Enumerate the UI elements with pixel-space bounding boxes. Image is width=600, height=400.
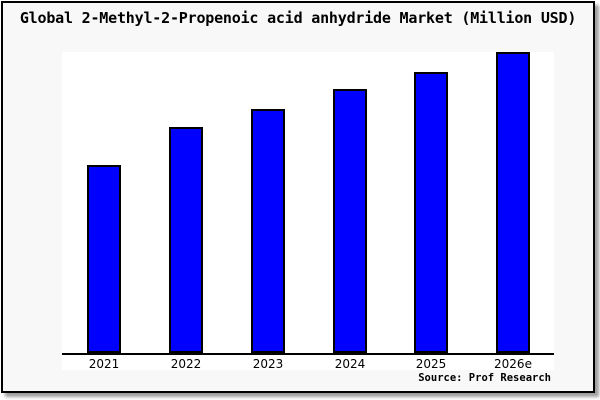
x-axis-line (62, 353, 554, 355)
x-tick-label-2024: 2024 (334, 357, 366, 371)
bar-2022 (169, 127, 203, 353)
bar-2021 (87, 165, 121, 353)
x-tick-label-2026e: 2026e (494, 357, 532, 371)
chart-frame: Global 2-Methyl-2-Propenoic acid anhydri… (1, 1, 595, 393)
bar-2023 (251, 109, 285, 353)
x-tick-label-2021: 2021 (88, 357, 120, 371)
x-tick-label-2023: 2023 (252, 357, 284, 371)
x-tick-label-2025: 2025 (415, 357, 447, 371)
plot-area: 2021 2022 2023 2024 2025 2026e (62, 52, 554, 371)
source-credit: Source: Prof Research (418, 372, 551, 384)
chart-title: Global 2-Methyl-2-Propenoic acid anhydri… (19, 9, 577, 27)
bar-2026e (496, 52, 530, 353)
bar-2024 (333, 89, 367, 353)
x-tick-label-2022: 2022 (170, 357, 202, 371)
bar-2025 (414, 72, 448, 353)
